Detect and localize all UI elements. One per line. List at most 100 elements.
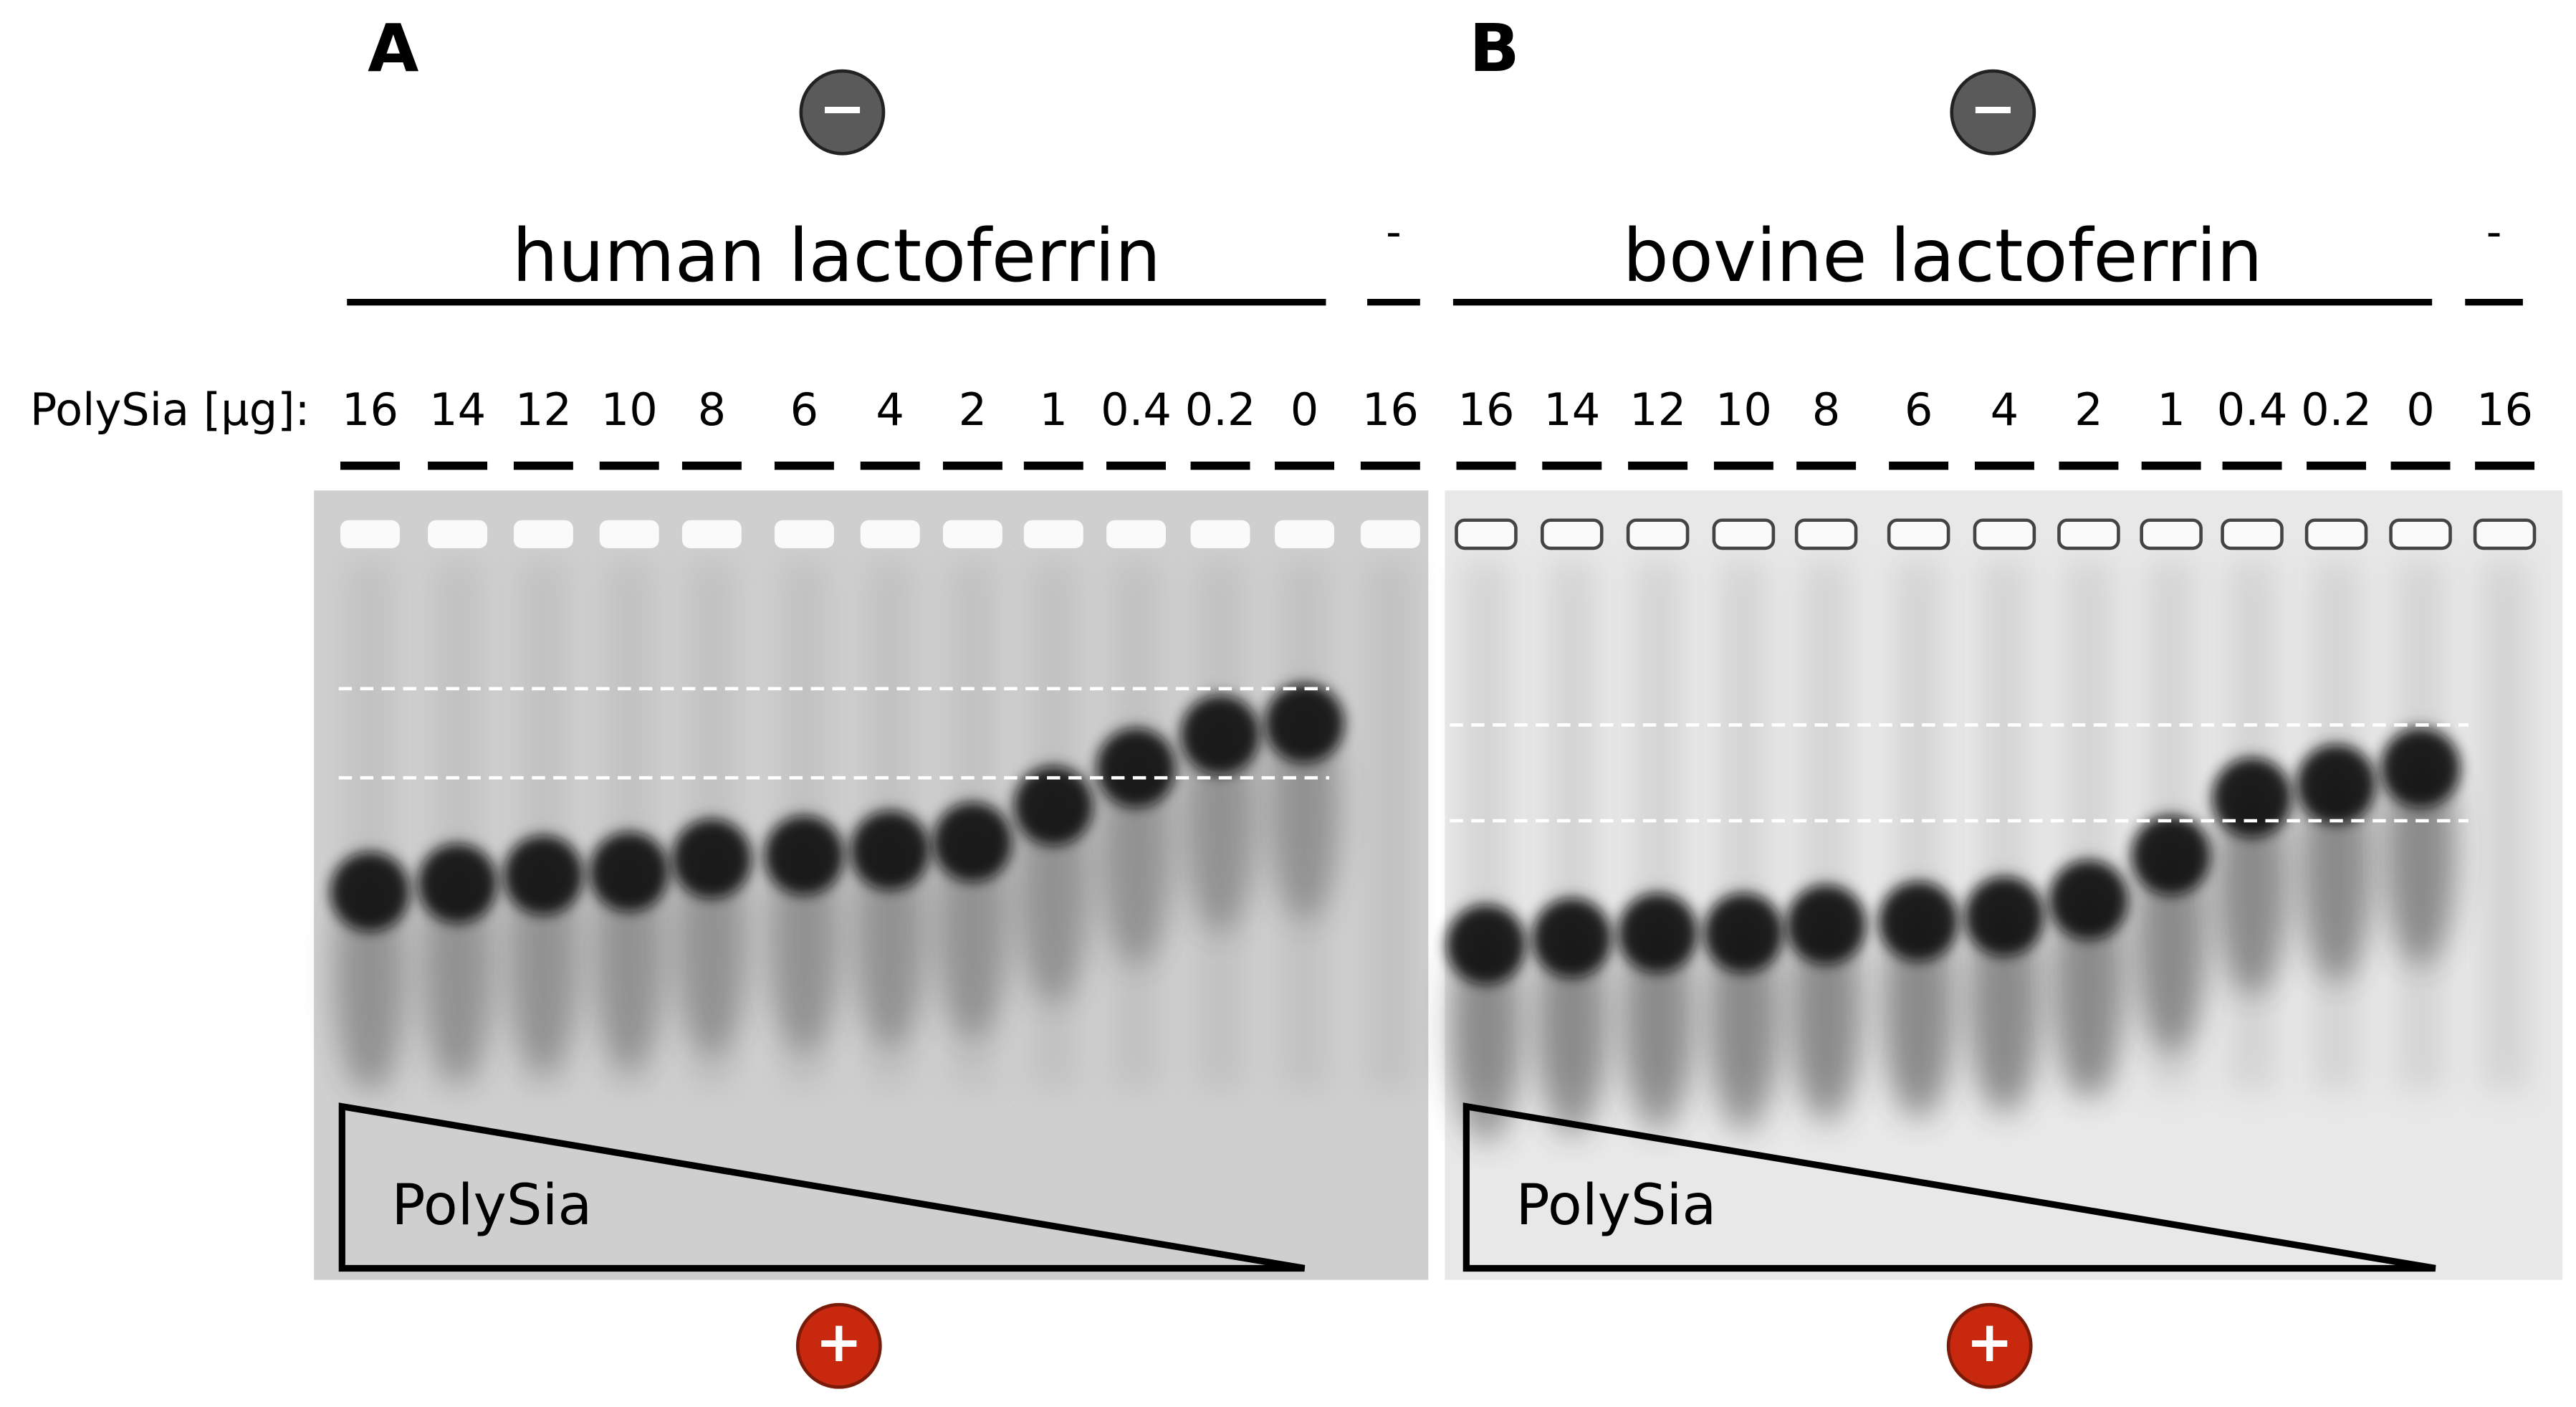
band — [1265, 683, 1344, 763]
band — [330, 852, 410, 932]
well — [1541, 518, 1604, 550]
lane-streak — [2481, 561, 2528, 1090]
cathode-symbol: − — [819, 76, 866, 141]
band — [418, 844, 497, 923]
well — [1023, 520, 1083, 548]
well — [428, 520, 488, 548]
anode-symbol: + — [815, 1310, 863, 1375]
band — [2380, 728, 2461, 808]
lane-label: 2 — [959, 383, 987, 436]
bands — [1446, 561, 2528, 1143]
band — [765, 816, 844, 895]
well — [1887, 518, 1950, 550]
well — [2140, 518, 2203, 550]
well — [340, 520, 400, 548]
well — [1275, 520, 1335, 548]
lane-label: 16 — [342, 383, 398, 436]
band — [1532, 898, 1612, 978]
control-label: - — [1386, 207, 1402, 257]
well — [2389, 518, 2452, 550]
band — [1879, 882, 1958, 961]
band — [1446, 905, 1526, 985]
well — [1626, 518, 1690, 550]
band — [1704, 893, 1783, 973]
lane-label: 14 — [429, 383, 486, 436]
lane-label: 0.4 — [1101, 383, 1172, 436]
lane-label: 12 — [515, 383, 572, 436]
well — [2221, 518, 2284, 550]
well — [1360, 520, 1420, 548]
lane-label: 14 — [1543, 383, 1600, 436]
lane-label: 6 — [790, 383, 819, 436]
lane-label: 10 — [601, 383, 658, 436]
anode-circle — [795, 1302, 882, 1389]
panel-letter: B — [1469, 9, 1519, 87]
band — [1965, 877, 2044, 957]
well — [1973, 518, 2036, 550]
band — [672, 819, 752, 899]
bands — [330, 561, 1414, 1090]
lane-label: 1 — [1040, 383, 1068, 436]
well — [1106, 520, 1167, 548]
band — [1618, 893, 1698, 973]
gradient-triangle — [1462, 1102, 2436, 1272]
well — [2057, 518, 2120, 550]
lane-label: 0.4 — [2217, 383, 2288, 436]
well — [2304, 518, 2368, 550]
well — [860, 520, 920, 548]
gradient-triangle — [338, 1102, 1306, 1272]
cathode-circle — [1950, 69, 2036, 156]
cathode-circle — [799, 69, 886, 156]
well — [599, 520, 659, 548]
lane-axis-label: PolySia [µg]: — [30, 383, 310, 436]
band — [2297, 745, 2376, 824]
lane-label: 0.2 — [1185, 383, 1256, 436]
lane-label: 6 — [1905, 383, 1933, 436]
cathode-symbol: − — [1969, 76, 2016, 141]
well — [1712, 518, 1776, 550]
well — [1455, 518, 1518, 550]
lane-label: 4 — [1991, 383, 2019, 436]
lane-label: 16 — [2476, 383, 2533, 436]
group-label: human lactoferrin — [512, 214, 1162, 298]
band — [933, 802, 1012, 882]
lane-label: 10 — [1715, 383, 1772, 436]
lane-label: 4 — [876, 383, 904, 436]
well — [942, 520, 1002, 548]
band — [1096, 728, 1176, 808]
gradient-label: PolySia — [391, 1173, 592, 1238]
band — [504, 835, 583, 915]
well — [1794, 518, 1858, 550]
lane-label: 16 — [1457, 383, 1514, 436]
band — [1786, 884, 1866, 965]
well — [513, 520, 573, 548]
lane-label: 12 — [1629, 383, 1686, 436]
control-label: - — [2486, 207, 2502, 257]
lane-label: 1 — [2157, 383, 2185, 436]
band — [1014, 766, 1093, 846]
gradient-label: PolySia — [1516, 1173, 1716, 1238]
lane-label: 2 — [2074, 383, 2103, 436]
well — [1190, 520, 1250, 548]
band — [2049, 860, 2129, 940]
anode-circle — [1946, 1302, 2033, 1389]
group-label: bovine lactoferrin — [1622, 214, 2262, 298]
band — [589, 832, 669, 912]
panel-letter: A — [368, 9, 418, 87]
band — [850, 811, 930, 890]
lane-label: 8 — [698, 383, 727, 436]
lane-label: 8 — [1812, 383, 1841, 436]
well — [681, 520, 742, 548]
lane-label: 0.2 — [2301, 383, 2372, 436]
band — [1180, 695, 1260, 775]
lane-label: 16 — [1362, 383, 1419, 436]
lane-streak — [1367, 561, 1414, 1090]
band — [2131, 816, 2211, 895]
band — [2212, 758, 2292, 838]
well — [2473, 518, 2537, 550]
anode-symbol: + — [1966, 1310, 2014, 1375]
well — [774, 520, 834, 548]
lane-label: 0 — [2406, 383, 2435, 436]
